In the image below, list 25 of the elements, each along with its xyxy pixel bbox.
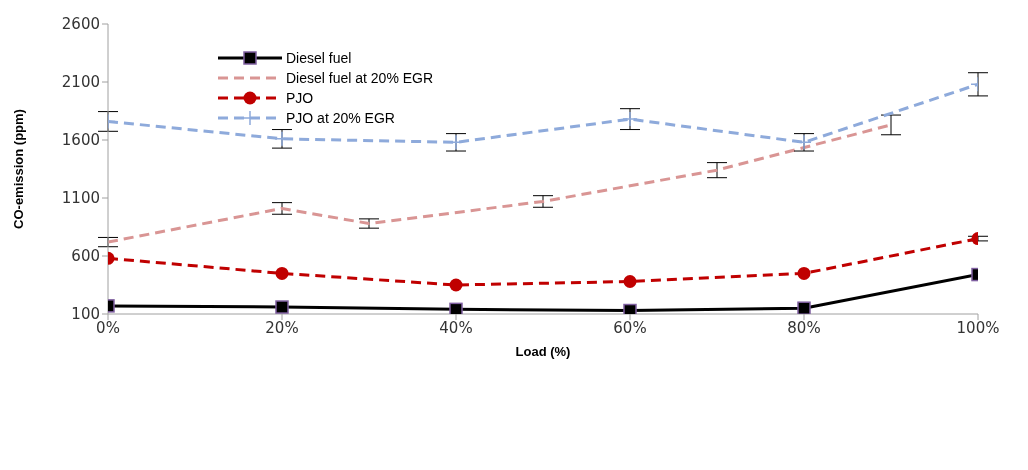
- x-axis-title: Load (%): [515, 344, 571, 359]
- point: [797, 266, 811, 280]
- legend-label: Diesel fuel: [286, 50, 352, 66]
- legend-label: PJO at 20% EGR: [286, 110, 395, 126]
- y-tick-label: 1100: [61, 189, 100, 208]
- legend-label: Diesel fuel at 20% EGR: [286, 70, 434, 86]
- x-tick-label: 80%: [787, 318, 821, 337]
- y-tick-label: 2100: [61, 73, 100, 92]
- y-axis-title: CO-emission (ppm): [10, 109, 26, 229]
- x-tick-label: 40%: [439, 318, 473, 337]
- point: [275, 266, 289, 280]
- x-tick-label: 0%: [96, 318, 120, 337]
- y-tick-label: 1600: [61, 131, 100, 150]
- x-tick-label: 100%: [956, 318, 1000, 337]
- point: [797, 301, 811, 314]
- x-tick-label: 60%: [613, 318, 647, 337]
- y-tick-label: 600: [71, 247, 100, 266]
- x-tick-label: 20%: [265, 318, 299, 337]
- point: [449, 302, 463, 314]
- y-tick-label: 2600: [61, 15, 100, 34]
- legend-label: PJO: [286, 90, 314, 106]
- point: [623, 303, 637, 314]
- point: [275, 300, 289, 314]
- point: [623, 275, 637, 289]
- point: [449, 278, 463, 292]
